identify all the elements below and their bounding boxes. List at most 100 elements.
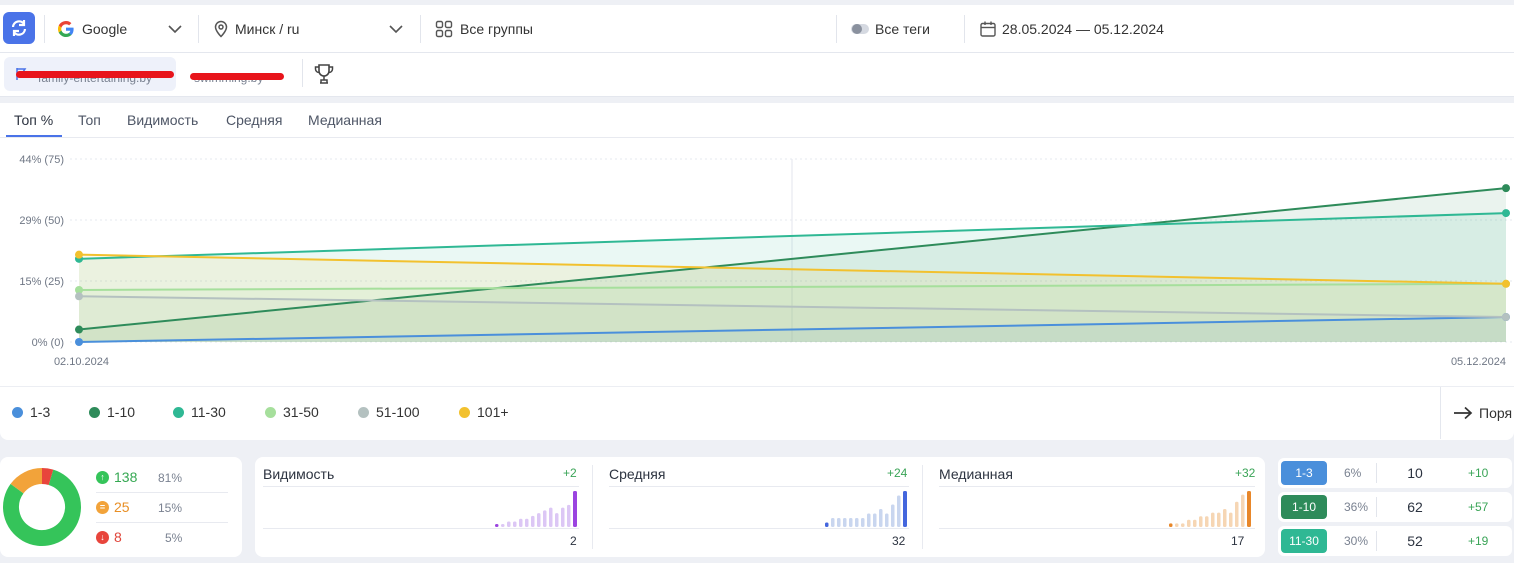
metric-median[interactable]: Медианная +32 17 [931, 457, 1265, 557]
divider [939, 528, 1255, 529]
arrow-up-icon: ↑ [96, 470, 109, 484]
donut-slice-same[interactable] [10, 468, 43, 494]
rank-badge: 1-3 [1281, 461, 1327, 485]
google-icon [58, 21, 74, 37]
x-tick-label: 05.12.2024 [1451, 356, 1506, 368]
data-point-51-100[interactable] [1502, 313, 1510, 322]
rank-row[interactable]: 1-10 36% 62 +57 [1278, 492, 1512, 522]
trophy-icon[interactable] [313, 63, 335, 85]
refresh-button[interactable] [3, 12, 35, 44]
project-tab[interactable]: swimming.by [186, 57, 292, 91]
series-area-51-100 [79, 296, 1506, 342]
sparkline-bar [837, 518, 841, 527]
y-tick-label: 29% (50) [19, 215, 64, 227]
region-label: Минск / ru [235, 21, 300, 37]
rank-delta: +10 [1468, 466, 1489, 480]
divider [263, 486, 579, 487]
rank-row[interactable]: 11-30 30% 52 +19 [1278, 526, 1512, 556]
data-point-31-50[interactable] [75, 286, 83, 295]
divider [609, 528, 909, 529]
donut-slice-down[interactable] [41, 468, 54, 486]
sparkline-bar [1199, 516, 1203, 527]
sparkline-bar [861, 518, 865, 527]
sparkline-bar [849, 518, 853, 527]
metric-title: Средняя [609, 466, 666, 482]
metric-average[interactable]: Средняя +24 32 [601, 457, 921, 557]
divider [96, 492, 228, 493]
chart-legend: 1-3 1-10 11-30 31-50 51-100 101+ Поря [0, 386, 1514, 439]
rank-count: 10 [1407, 465, 1423, 481]
tab-top-percent[interactable]: Топ % [14, 112, 54, 128]
tab-top[interactable]: Топ [78, 112, 101, 128]
series-line-101+ [78, 253, 1507, 285]
sparkline-bar [831, 518, 835, 527]
tab-visibility[interactable]: Видимость [127, 112, 199, 128]
arrow-down-icon: ↓ [96, 530, 109, 544]
chart-panel: Топ % Топ Видимость Средняя Медианная 0%… [0, 103, 1514, 440]
sparkline-bar [1223, 509, 1227, 527]
date-range-picker[interactable]: 28.05.2024 — 05.12.2024 [979, 5, 1164, 53]
sort-order-link[interactable]: Поря [1440, 387, 1512, 439]
sparkline-bar [843, 518, 847, 527]
rank-badge: 1-10 [1281, 495, 1327, 519]
series-line-51-100 [78, 295, 1507, 319]
legend-item-1-3[interactable]: 1-3 [12, 404, 50, 420]
sparkline-bar [885, 513, 889, 527]
metric-delta: +32 [1235, 466, 1256, 480]
calendar-icon [980, 21, 996, 37]
legend-item-11-30[interactable]: 11-30 [173, 404, 226, 420]
divider [609, 486, 909, 487]
stat-down: ↓ 8 [96, 529, 122, 545]
rank-row[interactable]: 1-3 6% 10 +10 [1278, 458, 1512, 488]
tab-average[interactable]: Средняя [226, 112, 283, 128]
legend-label: 51-100 [376, 404, 420, 420]
data-point-1-3[interactable] [75, 338, 83, 346]
legend-dot [173, 406, 184, 418]
data-point-101+[interactable] [75, 250, 83, 259]
tags-label: Все теги [875, 21, 930, 37]
data-point-51-100[interactable] [75, 292, 83, 301]
metrics-card: Видимость +2 2 Средняя +24 32 Медианная … [255, 457, 1265, 557]
data-point-11-30[interactable] [1502, 209, 1510, 218]
legend-item-31-50[interactable]: 31-50 [265, 404, 319, 420]
region-select[interactable]: Минск / ru [213, 5, 299, 53]
sparkline-bar [561, 507, 565, 527]
tags-toggle[interactable]: Все теги [850, 5, 930, 53]
metric-delta: +24 [887, 466, 908, 480]
sparkline-bar [501, 524, 505, 527]
average-sparkline [825, 491, 907, 527]
metric-visibility[interactable]: Видимость +2 2 [255, 457, 591, 557]
project-tab-active[interactable]: family-entertaining.by [4, 57, 176, 91]
sparkline-bar [573, 491, 577, 527]
sparkline-bar [1217, 512, 1221, 527]
sparkline-bar [1187, 519, 1191, 527]
sparkline-bar [531, 515, 535, 527]
tab-median[interactable]: Медианная [308, 112, 382, 128]
rank-count: 52 [1407, 533, 1423, 549]
stat-up-percent: 81% [158, 471, 183, 485]
metric-delta: +2 [563, 466, 577, 480]
stat-up: ↑ 138 [96, 469, 137, 485]
active-tab-indicator [6, 135, 62, 137]
legend-item-51-100[interactable]: 51-100 [358, 404, 420, 420]
legend-item-101+[interactable]: 101+ [459, 404, 509, 420]
search-engine-select[interactable]: Google [56, 5, 127, 53]
divider [198, 15, 199, 43]
movement-summary-card: ↑ 138 81% = 25 15% ↓ 8 5% [0, 457, 242, 557]
rank-badge: 11-30 [1281, 529, 1327, 553]
legend-item-1-10[interactable]: 1-10 [89, 404, 135, 420]
chevron-down-icon[interactable] [388, 22, 404, 36]
divider [420, 15, 421, 43]
chevron-down-icon[interactable] [167, 22, 183, 36]
data-point-1-10[interactable] [75, 325, 83, 334]
data-point-101+[interactable] [1502, 279, 1510, 288]
donut-slice-up[interactable] [3, 469, 81, 546]
sparkline-bar [519, 518, 523, 527]
data-point-1-10[interactable] [1502, 184, 1510, 193]
groups-select[interactable]: Все группы [435, 5, 533, 53]
redaction-mark [190, 73, 284, 80]
sparkline-bar [1175, 523, 1179, 527]
stat-down-count: 8 [114, 529, 122, 545]
legend-dot [12, 406, 23, 418]
sparkline-bar [903, 491, 907, 527]
